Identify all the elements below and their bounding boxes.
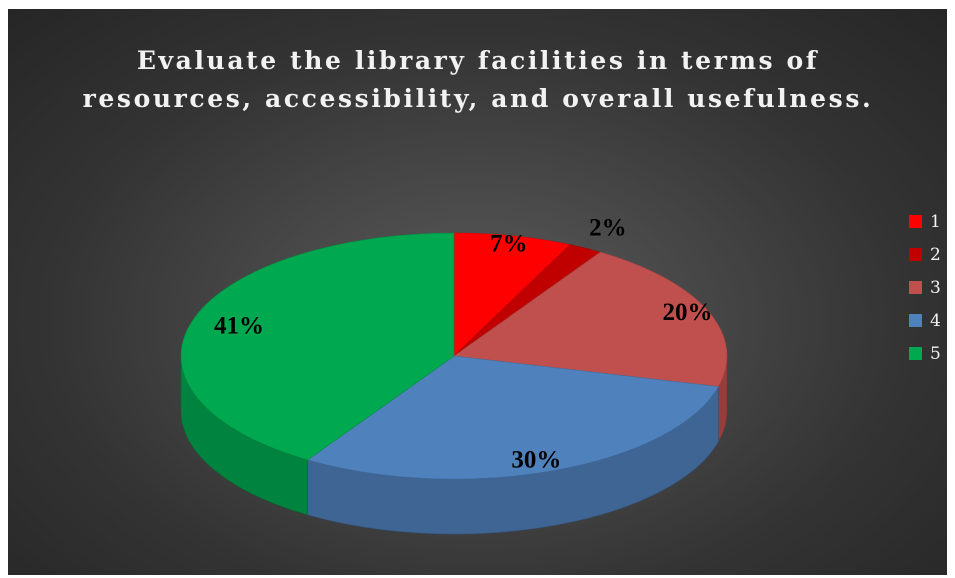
pie-chart: 7% 2% 20% 30% 41% [180, 215, 728, 535]
legend-swatch-5 [909, 347, 922, 360]
chart-title: Evaluate the library facilities in terms… [82, 46, 874, 113]
legend-item-3: 3 [909, 271, 941, 304]
legend-item-4: 4 [909, 304, 941, 337]
legend-label-5: 5 [930, 343, 941, 364]
legend-swatch-4 [909, 314, 922, 327]
pie-slice-3 [453, 251, 728, 387]
chart-legend: 1 2 3 4 5 [909, 205, 941, 370]
legend-label-1: 1 [930, 211, 941, 232]
pie-slice-1 [453, 232, 571, 357]
data-label-2: 2% [589, 215, 627, 242]
pie-slice-5 [180, 232, 455, 461]
legend-item-1: 1 [909, 205, 941, 238]
chart-area: Evaluate the library facilities in terms… [8, 9, 947, 575]
legend-item-2: 2 [909, 238, 941, 271]
legend-swatch-2 [909, 248, 922, 261]
legend-label-2: 2 [930, 244, 941, 265]
legend-swatch-3 [909, 281, 922, 294]
data-label-4: 30% [511, 447, 561, 474]
legend-label-4: 4 [930, 310, 941, 331]
legend-swatch-1 [909, 215, 922, 228]
data-label-3: 20% [663, 299, 713, 326]
data-label-5: 41% [214, 313, 264, 340]
pie-slice-4 [307, 355, 719, 480]
data-label-1: 7% [490, 230, 528, 257]
legend-label-3: 3 [930, 277, 941, 298]
legend-item-5: 5 [909, 337, 941, 370]
